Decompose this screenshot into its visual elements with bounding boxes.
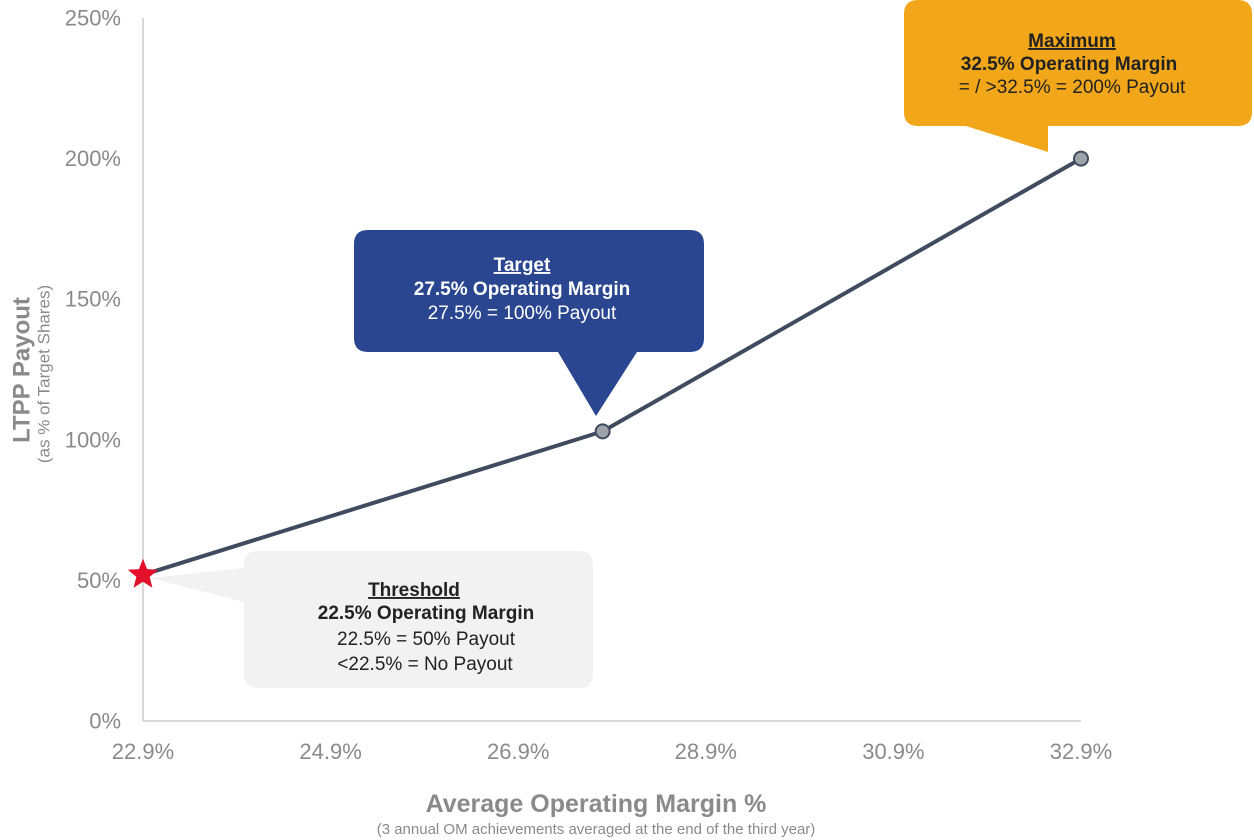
maximum-line-1: 32.5% Operating Margin: [961, 54, 1177, 75]
threshold-line-3: <22.5% = No Payout: [337, 654, 513, 675]
y-axis-label: LTPP Payout: [9, 297, 36, 443]
y-tick-label: 250%: [65, 6, 121, 31]
payout-series: [127, 150, 1089, 588]
threshold-line-1: 22.5% Operating Margin: [318, 603, 534, 624]
x-tick-label: 32.9%: [1050, 739, 1112, 764]
axes: [142, 18, 1081, 722]
maximum-callout: Maximum 32.5% Operating Margin = / >32.5…: [904, 0, 1252, 152]
x-axis-label: Average Operating Margin %: [426, 790, 767, 818]
x-axis-sublabel: (3 annual OM achievements averaged at th…: [377, 821, 816, 838]
threshold-callout: Threshold 22.5% Operating Margin 22.5% =…: [150, 551, 593, 688]
y-tick-label: 200%: [65, 146, 121, 171]
y-axis-sublabel: (as % of Target Shares): [35, 285, 54, 463]
target-line-1: 27.5% Operating Margin: [414, 279, 630, 300]
target-heading: Target: [494, 255, 551, 276]
maximum-callout-bubble: [904, 0, 1252, 152]
x-tick-label: 22.9%: [112, 739, 174, 764]
x-tick-labels: 22.9% 24.9% 26.9% 28.9% 30.9% 32.9%: [112, 739, 1112, 764]
data-point: [594, 423, 611, 440]
y-tick-label: 0%: [89, 709, 121, 734]
x-tick-label: 24.9%: [299, 739, 361, 764]
target-line-2: 27.5% = 100% Payout: [428, 303, 617, 324]
y-tick-label: 100%: [65, 427, 121, 452]
x-tick-label: 26.9%: [487, 739, 549, 764]
maximum-heading: Maximum: [1028, 31, 1116, 52]
y-tick-label: 150%: [65, 287, 121, 312]
star-point: [127, 558, 159, 588]
target-callout: Target 27.5% Operating Margin 27.5% = 10…: [354, 230, 704, 416]
threshold-callout-bubble: [150, 551, 593, 688]
y-tick-label: 50%: [77, 568, 121, 593]
y-tick-labels: 0% 50% 100% 150% 200% 250%: [65, 6, 121, 734]
x-tick-label: 28.9%: [675, 739, 737, 764]
threshold-line-2: 22.5% = 50% Payout: [337, 629, 516, 650]
data-point: [1073, 150, 1089, 167]
x-tick-label: 30.9%: [862, 739, 924, 764]
threshold-heading: Threshold: [368, 580, 460, 601]
target-callout-bubble: [354, 230, 704, 416]
maximum-line-2: = / >32.5% = 200% Payout: [959, 77, 1186, 98]
